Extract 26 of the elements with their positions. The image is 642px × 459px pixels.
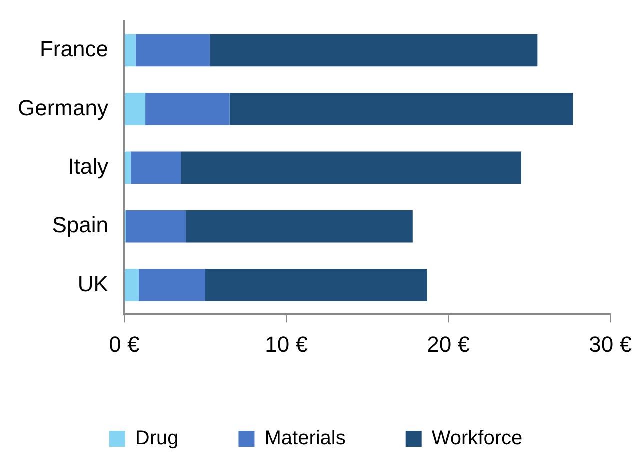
x-tick-label: 20 €: [427, 332, 470, 357]
bar: [124, 269, 140, 302]
y-tick-label: France: [40, 36, 108, 62]
legend-label: Materials: [264, 428, 346, 450]
bar: [181, 152, 522, 184]
bar: [230, 93, 574, 126]
bar: [124, 34, 136, 67]
bar: [210, 34, 538, 67]
bar: [205, 269, 428, 302]
bar: [124, 152, 131, 184]
bar: [186, 210, 413, 243]
y-tick-label: Spain: [52, 212, 108, 238]
x-tick-label: 10 €: [265, 332, 308, 357]
y-tick-label: Italy: [68, 154, 108, 179]
bar: [126, 210, 186, 243]
x-tick-label: 30 €: [589, 332, 632, 357]
bar: [136, 34, 210, 67]
bar: [124, 93, 146, 126]
bar: [130, 152, 182, 184]
x-tick-label: 0 €: [109, 332, 140, 357]
bar: [139, 269, 206, 302]
legend-label: Workforce: [432, 428, 523, 450]
y-tick-label: UK: [78, 271, 109, 296]
bar: [146, 93, 230, 126]
y-tick-label: Germany: [18, 95, 108, 120]
legend-label: Drug: [135, 428, 179, 450]
